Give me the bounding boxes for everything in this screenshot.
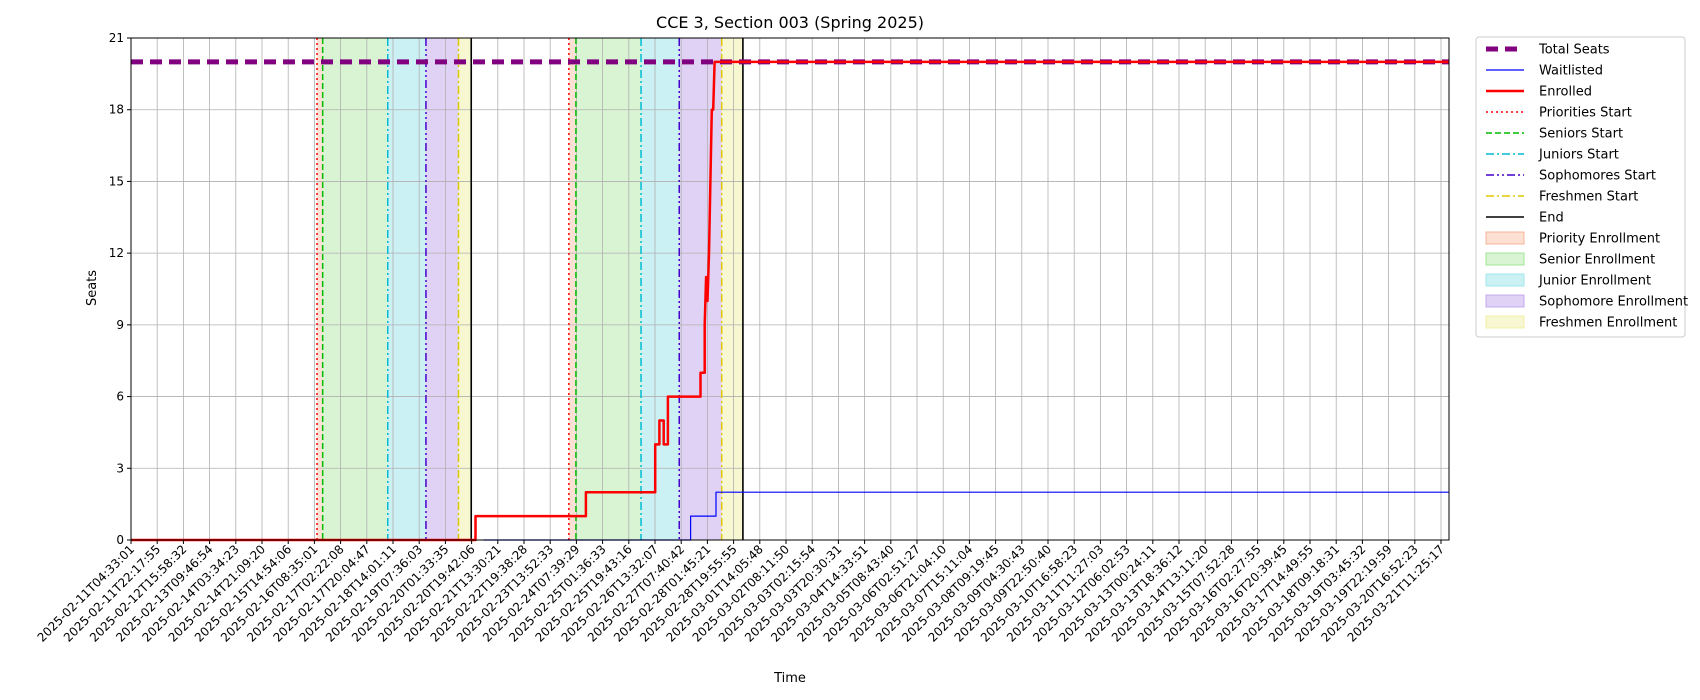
y-tick-label: 6 [116, 390, 124, 404]
legend-swatch-priority-enrollment [1485, 231, 1525, 245]
phase-markers [316, 38, 744, 540]
legend-label: Priorities Start [1539, 106, 1632, 121]
region-freshmen-enrollment [721, 38, 743, 540]
region-senior-enrollment [322, 38, 388, 540]
legend-box [1475, 36, 1686, 338]
y-tick-label: 15 [109, 174, 124, 188]
region-junior-enrollment [387, 38, 426, 540]
series-enrolled [131, 60, 1449, 542]
y-tick-label: 18 [109, 103, 124, 117]
y-axis-ticks: 0 3 6 9 12 15 18 21 [109, 31, 131, 547]
legend-swatch-senior-enrollment [1485, 252, 1525, 266]
y-tick-label: 0 [116, 533, 124, 547]
chart-title: CCE 3, Section 003 (Spring 2025) [656, 13, 924, 32]
legend-swatch-freshmen-enrollment [1485, 315, 1525, 329]
legend-label: Enrolled [1539, 85, 1592, 100]
region-junior-enrollment [641, 38, 680, 540]
legend-label: Juniors Start [1538, 148, 1619, 163]
y-tick-label: 21 [109, 31, 124, 45]
y-axis-label: Seats [85, 270, 100, 306]
legend-label: Sophomores Start [1539, 169, 1656, 184]
y-tick-label: 9 [116, 318, 124, 332]
region-freshmen-enrollment [458, 38, 472, 540]
legend-label: End [1539, 211, 1564, 226]
legend-swatch-junior-enrollment [1485, 273, 1525, 287]
region-sophomore-enrollment [425, 38, 459, 540]
legend: Total Seats Waitlisted Enrolled Priorities … [1475, 36, 1688, 338]
legend-label: Junior Enrollment [1538, 274, 1651, 289]
legend-label: Seniors Start [1539, 127, 1623, 142]
legend-label: Freshmen Enrollment [1539, 316, 1677, 331]
region-senior-enrollment [575, 38, 642, 540]
y-tick-label: 3 [116, 461, 124, 475]
legend-label: Priority Enrollment [1539, 232, 1660, 247]
region-sophomore-enrollment [679, 38, 722, 540]
legend-label: Waitlisted [1539, 64, 1603, 79]
legend-label: Sophomore Enrollment [1539, 295, 1688, 310]
legend-label: Freshmen Start [1539, 190, 1638, 205]
legend-swatch-sophomore-enrollment [1485, 294, 1525, 308]
x-axis-ticks: 2025-02-11T04:33:012025-02-11T22:17:5520… [35, 540, 1447, 645]
region-priority-enrollment [568, 38, 576, 540]
legend-label: Total Seats [1538, 43, 1610, 58]
plot-frame [130, 37, 1450, 541]
legend-label: Senior Enrollment [1539, 253, 1655, 268]
y-tick-label: 12 [109, 246, 124, 260]
region-priority-enrollment [317, 38, 323, 540]
x-axis-label: Time [773, 671, 806, 686]
